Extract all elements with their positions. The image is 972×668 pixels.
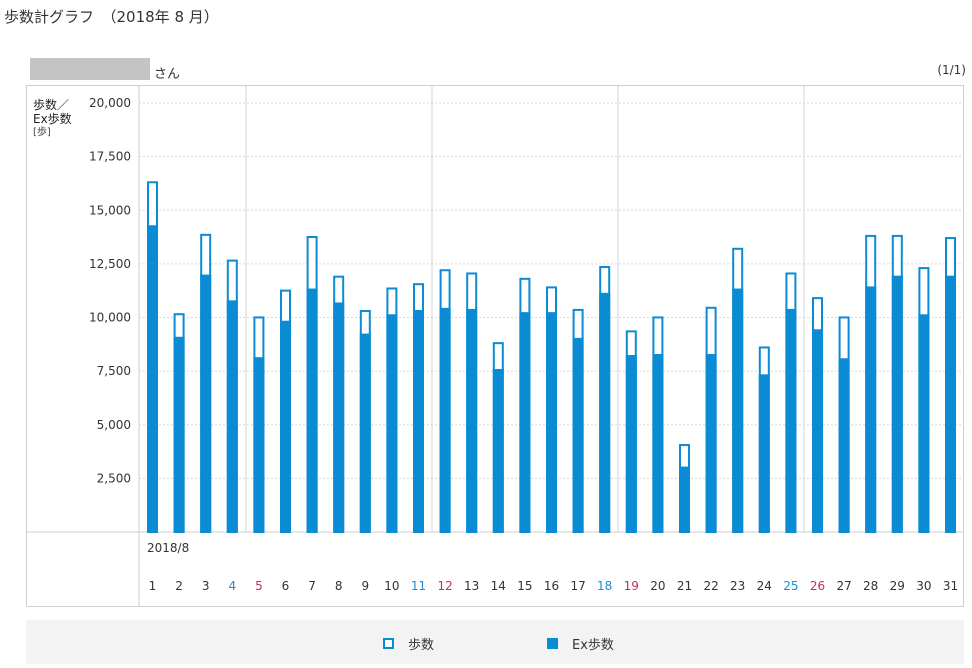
bar-ex-steps [705,353,717,532]
chart-legend: 歩数 Ex歩数 [26,620,964,664]
bar-ex-steps [147,225,158,532]
legend-label-ex-steps: Ex歩数 [572,638,614,653]
y-tick-label: 7,500 [97,364,131,378]
legend-item-ex-steps: Ex歩数 [547,634,614,653]
bar-ex-steps [546,312,557,532]
x-tick-label: 15 [517,579,532,593]
y-tick-label: 20,000 [89,96,131,110]
x-axis-month-label: 2018/8 [147,541,189,555]
y-tick-label: 10,000 [89,311,131,325]
bar-ex-steps [679,466,690,532]
user-name-suffix: さん [154,67,181,82]
y-axis-label: 歩数／ Ex歩数 [歩] [33,98,72,140]
y-axis-label-line-2: Ex歩数 [33,112,72,126]
bar-ex-steps [333,302,345,532]
x-tick-label: 27 [836,579,851,593]
bar-ex-steps [918,314,930,532]
x-tick-label: 13 [464,579,479,593]
x-tick-label: 24 [757,579,772,593]
bar-ex-steps [519,312,531,532]
x-tick-label: 5 [255,579,263,593]
x-tick-label: 3 [202,579,210,593]
x-tick-label: 2 [175,579,183,593]
x-tick-label: 18 [597,579,612,593]
bar-ex-steps [359,333,371,532]
page-indicator: (1/1) [937,63,966,77]
bar-ex-steps [891,275,903,532]
page-title: 歩数計グラフ （2018年 8 月） [4,8,219,26]
bar-ex-steps [838,358,850,532]
legend-item-steps: 歩数 [383,634,434,653]
x-tick-label: 14 [491,579,506,593]
y-axis-unit: [歩] [33,127,51,138]
step-chart-frame: 歩数／ Ex歩数 [歩] 2,500 5,000 7,500 10,000 12,500… [26,85,964,607]
y-tick-label: 15,000 [89,203,131,217]
bar-ex-steps [572,337,584,532]
bar-ex-steps [173,336,185,532]
bar-ex-steps [599,292,611,532]
x-tick-label: 9 [361,579,369,593]
bar-ex-steps [466,308,478,532]
bar-ex-steps [732,288,744,532]
bar-ex-steps [226,300,238,532]
y-tick-label: 12,500 [89,257,131,271]
legend-swatch-steps [383,638,394,649]
x-tick-label: 19 [624,579,639,593]
x-tick-label: 25 [783,579,798,593]
bar-ex-steps [439,307,451,532]
step-bar-chart: 2,500 5,000 7,500 10,000 12,500 15,000 17,500 2… [27,86,963,606]
y-tick-label: 2,500 [97,471,131,485]
bar-ex-steps [200,274,212,532]
x-tick-label: 11 [411,579,426,593]
bar-ex-steps [652,353,664,532]
x-tick-label: 20 [650,579,665,593]
bar-ex-steps [758,374,770,532]
x-tick-label: 26 [810,579,825,593]
x-tick-label: 12 [437,579,452,593]
bar-ex-steps [280,320,291,532]
y-tick-label: 17,500 [89,150,131,164]
x-tick-label: 10 [384,579,399,593]
bar-ex-steps [306,288,318,532]
x-tick-label: 17 [570,579,585,593]
y-axis-label-line-1: 歩数／ [33,98,70,112]
x-tick-label: 31 [943,579,958,593]
bar-ex-steps [386,314,398,532]
x-tick-label: 8 [335,579,343,593]
legend-label-steps: 歩数 [408,638,435,653]
y-tick-label: 5,000 [97,418,131,432]
x-tick-label: 16 [544,579,559,593]
bar-ex-steps [945,275,956,532]
x-tick-label: 28 [863,579,878,593]
bar-ex-steps [812,329,823,532]
x-tick-label: 29 [890,579,905,593]
x-tick-label: 22 [703,579,718,593]
user-name-redacted [30,58,150,80]
legend-swatch-ex-steps [547,638,558,649]
x-tick-label: 1 [149,579,157,593]
bar-ex-steps [413,309,424,532]
x-tick-label: 21 [677,579,692,593]
x-tick-label: 30 [916,579,931,593]
bar-ex-steps [865,286,877,532]
bar-ex-steps [492,368,504,532]
x-tick-label: 6 [282,579,290,593]
x-tick-label: 7 [308,579,316,593]
bar-ex-steps [625,355,637,532]
bar-ex-steps [253,357,265,532]
x-tick-label: 4 [228,579,236,593]
x-tick-label: 23 [730,579,745,593]
bar-ex-steps [785,308,797,532]
